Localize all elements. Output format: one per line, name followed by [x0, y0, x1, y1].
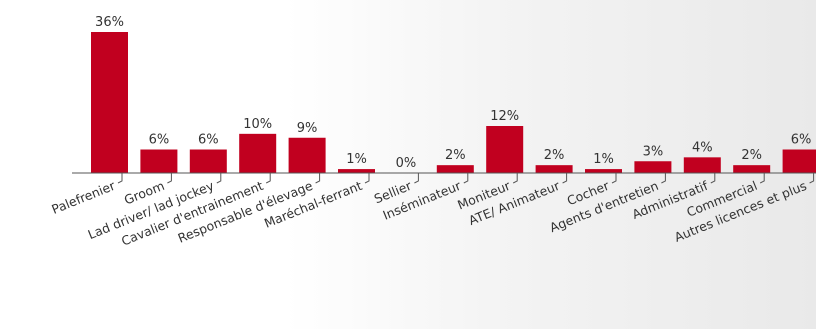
value-label: 2%	[741, 148, 762, 163]
bar-11	[585, 169, 622, 173]
x-tick	[611, 173, 617, 184]
bar-12	[634, 161, 672, 173]
value-label: 2%	[445, 148, 466, 163]
bar-14	[733, 165, 771, 173]
bar-1	[91, 32, 128, 173]
value-label: 6%	[791, 133, 812, 148]
x-tick	[809, 173, 815, 184]
x-tick	[364, 173, 370, 184]
value-label: 10%	[243, 117, 272, 132]
value-label: 2%	[544, 148, 565, 163]
bar-10	[535, 165, 573, 173]
x-tick	[216, 173, 222, 184]
x-tick	[661, 173, 666, 184]
value-label: 9%	[297, 121, 318, 136]
bar-3	[189, 149, 227, 173]
value-label: 12%	[490, 109, 519, 124]
bar-13	[683, 157, 721, 173]
value-label: 1%	[593, 152, 614, 167]
bar-2	[140, 149, 178, 173]
x-tick	[463, 173, 469, 184]
x-tick	[562, 173, 568, 184]
value-label: 1%	[346, 152, 367, 167]
bar-15	[782, 149, 816, 173]
value-label: 3%	[643, 144, 664, 159]
bar-9	[486, 126, 524, 173]
x-tick	[710, 173, 716, 184]
x-tick	[759, 173, 765, 184]
value-labels: 36% 6% 6% 10% 9% 1% 0% 2% 12% 2% 1% 3% 4% 2% 6%	[95, 15, 811, 171]
value-label: 36%	[95, 15, 124, 30]
x-tick	[512, 173, 518, 184]
bar-5	[288, 137, 326, 173]
value-label: 0%	[396, 156, 417, 171]
x-axis	[72, 172, 816, 184]
bars-group	[91, 32, 816, 173]
bar-8	[436, 165, 474, 173]
x-tick	[315, 173, 321, 184]
x-tick	[265, 173, 271, 184]
x-tick	[167, 173, 172, 184]
value-label: 6%	[198, 133, 219, 148]
value-label: 4%	[692, 140, 713, 155]
bar-6	[338, 169, 375, 173]
bar-4	[239, 133, 277, 173]
x-tick	[117, 173, 123, 184]
value-label: 6%	[149, 133, 170, 148]
category-label: Palefrenier	[49, 178, 118, 217]
x-tick	[414, 173, 419, 184]
